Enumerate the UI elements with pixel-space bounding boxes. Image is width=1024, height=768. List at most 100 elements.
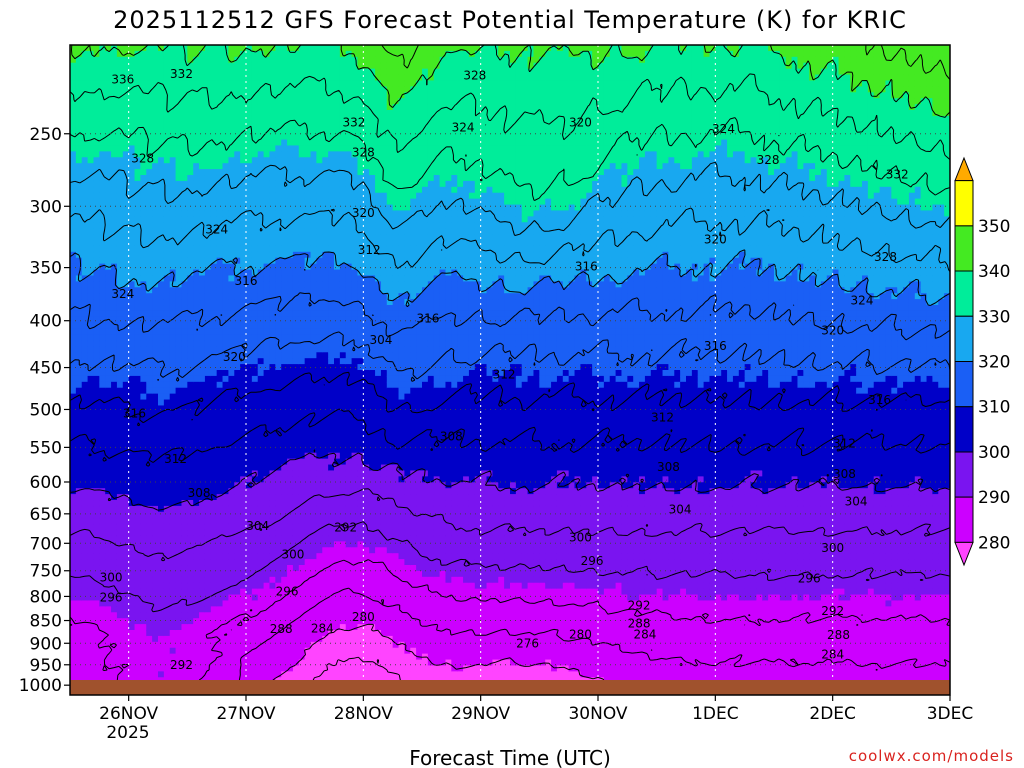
field-cell bbox=[251, 405, 259, 412]
field-cell bbox=[246, 440, 253, 448]
field-cell bbox=[246, 346, 253, 353]
field-cell bbox=[316, 157, 323, 164]
field-cell bbox=[246, 234, 253, 241]
field-cell bbox=[193, 452, 200, 460]
field-cell bbox=[240, 80, 247, 87]
field-cell bbox=[210, 186, 218, 194]
field-cell bbox=[163, 139, 171, 147]
field-cell bbox=[292, 86, 300, 93]
field-cell bbox=[70, 127, 77, 135]
field-cell bbox=[134, 618, 141, 625]
field-cell bbox=[316, 488, 323, 495]
field-cell bbox=[287, 488, 294, 495]
field-cell bbox=[181, 328, 188, 336]
field-cell bbox=[169, 180, 177, 188]
field-cell bbox=[116, 464, 124, 472]
field-cell bbox=[175, 488, 183, 495]
field-cell bbox=[304, 269, 312, 277]
field-cell bbox=[234, 541, 241, 548]
field-cell bbox=[70, 423, 77, 430]
field-cell bbox=[216, 476, 224, 483]
field-cell bbox=[152, 222, 159, 229]
field-cell bbox=[187, 334, 194, 342]
field-cell bbox=[281, 600, 288, 607]
field-cell bbox=[275, 505, 282, 513]
field-cell bbox=[75, 370, 83, 377]
field-cell bbox=[193, 358, 200, 365]
field-cell bbox=[81, 393, 89, 401]
field-cell bbox=[146, 618, 153, 625]
field-cell bbox=[175, 198, 183, 206]
field-cell bbox=[334, 275, 341, 282]
field-cell bbox=[287, 635, 294, 643]
field-cell bbox=[181, 553, 188, 560]
field-cell bbox=[87, 228, 95, 235]
field-cell bbox=[134, 659, 141, 667]
field-cell bbox=[146, 565, 153, 572]
field-cell bbox=[246, 606, 253, 613]
field-cell bbox=[187, 222, 194, 229]
field-cell bbox=[328, 358, 335, 365]
field-cell bbox=[328, 62, 335, 70]
field-cell bbox=[81, 565, 89, 572]
field-cell bbox=[234, 559, 241, 566]
field-cell bbox=[210, 216, 218, 223]
field-cell bbox=[111, 600, 118, 607]
field-cell bbox=[70, 216, 77, 223]
field-cell bbox=[210, 163, 218, 170]
field-cell bbox=[257, 405, 265, 412]
field-cell bbox=[240, 423, 247, 430]
field-cell bbox=[122, 559, 130, 566]
field-cell bbox=[111, 387, 118, 395]
field-cell bbox=[316, 133, 323, 141]
field-cell bbox=[111, 411, 118, 418]
field-cell bbox=[193, 281, 200, 288]
field-cell bbox=[322, 234, 329, 241]
field-cell bbox=[158, 74, 165, 82]
field-cell bbox=[134, 62, 141, 70]
field-cell bbox=[216, 68, 224, 76]
field-cell bbox=[146, 222, 153, 229]
field-cell bbox=[140, 346, 147, 353]
field-cell bbox=[216, 470, 224, 477]
field-cell bbox=[216, 328, 224, 336]
field-cell bbox=[111, 210, 118, 217]
field-cell bbox=[287, 157, 294, 164]
field-cell bbox=[181, 68, 188, 76]
field-cell bbox=[275, 429, 282, 436]
field-cell bbox=[298, 157, 306, 164]
field-cell bbox=[210, 529, 218, 537]
field-cell bbox=[287, 56, 294, 64]
field-cell bbox=[287, 50, 294, 58]
field-cell bbox=[163, 334, 171, 342]
field-cell bbox=[75, 50, 83, 58]
field-cell bbox=[70, 157, 77, 164]
field-cell bbox=[140, 393, 147, 401]
field-cell bbox=[251, 180, 259, 188]
field-cell bbox=[199, 470, 206, 477]
field-cell bbox=[122, 186, 130, 194]
field-cell bbox=[257, 328, 265, 336]
field-cell bbox=[328, 423, 335, 430]
field-cell bbox=[169, 186, 177, 194]
field-cell bbox=[128, 98, 136, 105]
field-cell bbox=[169, 98, 177, 105]
field-cell bbox=[105, 653, 112, 661]
field-cell bbox=[240, 529, 247, 537]
field-cell bbox=[152, 582, 159, 590]
field-cell bbox=[322, 98, 329, 105]
field-cell bbox=[75, 346, 83, 353]
field-cell bbox=[304, 665, 312, 672]
field-cell bbox=[240, 68, 247, 76]
field-cell bbox=[163, 222, 171, 229]
field-cell bbox=[310, 269, 317, 277]
field-cell bbox=[257, 570, 265, 578]
field-cell bbox=[163, 86, 171, 93]
field-cell bbox=[181, 494, 188, 501]
field-cell bbox=[122, 535, 130, 542]
field-cell bbox=[163, 482, 171, 489]
field-cell bbox=[204, 358, 212, 365]
field-cell bbox=[216, 98, 224, 105]
field-cell bbox=[128, 269, 136, 277]
field-cell bbox=[304, 458, 312, 466]
